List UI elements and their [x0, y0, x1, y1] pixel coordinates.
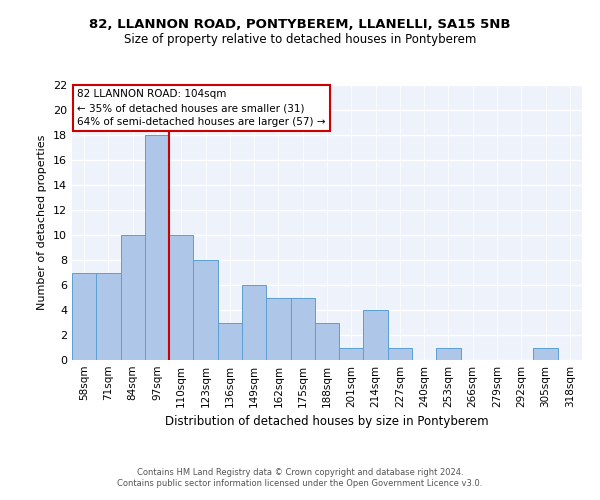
Text: Contains HM Land Registry data © Crown copyright and database right 2024.
Contai: Contains HM Land Registry data © Crown c…: [118, 468, 482, 487]
Bar: [266, 298, 290, 360]
X-axis label: Distribution of detached houses by size in Pontyberem: Distribution of detached houses by size …: [165, 416, 489, 428]
Text: Size of property relative to detached houses in Pontyberem: Size of property relative to detached ho…: [124, 32, 476, 46]
Text: 82 LLANNON ROAD: 104sqm
← 35% of detached houses are smaller (31)
64% of semi-de: 82 LLANNON ROAD: 104sqm ← 35% of detache…: [77, 89, 326, 127]
Bar: [364, 310, 388, 360]
Bar: [145, 135, 169, 360]
Bar: [169, 235, 193, 360]
Bar: [193, 260, 218, 360]
Text: 82, LLANNON ROAD, PONTYBEREM, LLANELLI, SA15 5NB: 82, LLANNON ROAD, PONTYBEREM, LLANELLI, …: [89, 18, 511, 30]
Bar: [315, 322, 339, 360]
Y-axis label: Number of detached properties: Number of detached properties: [37, 135, 47, 310]
Bar: [388, 348, 412, 360]
Bar: [242, 285, 266, 360]
Bar: [96, 272, 121, 360]
Bar: [339, 348, 364, 360]
Bar: [533, 348, 558, 360]
Bar: [290, 298, 315, 360]
Bar: [121, 235, 145, 360]
Bar: [218, 322, 242, 360]
Bar: [436, 348, 461, 360]
Bar: [72, 272, 96, 360]
